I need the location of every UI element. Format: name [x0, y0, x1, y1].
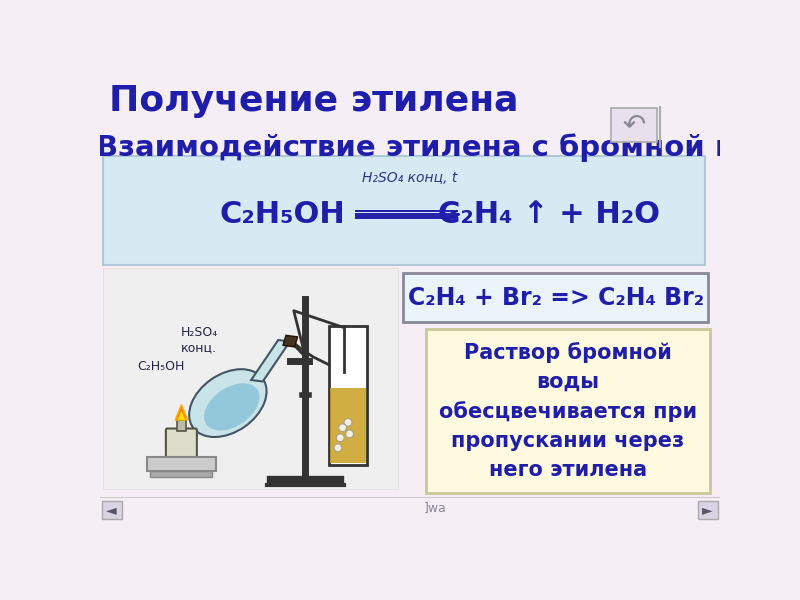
FancyBboxPatch shape: [698, 501, 718, 520]
Text: C₂H₄ + Br₂ => C₂H₄ Br₂: C₂H₄ + Br₂ => C₂H₄ Br₂: [408, 286, 704, 310]
Text: Получение этилена: Получение этилена: [110, 84, 518, 118]
Text: C₂H₅OH: C₂H₅OH: [137, 359, 184, 373]
Circle shape: [336, 434, 344, 442]
Circle shape: [338, 424, 346, 431]
Circle shape: [344, 419, 352, 426]
Text: ►: ►: [702, 503, 713, 517]
Polygon shape: [283, 335, 298, 347]
Text: C₂H₅OH: C₂H₅OH: [219, 200, 345, 229]
FancyBboxPatch shape: [102, 501, 122, 520]
Ellipse shape: [204, 383, 259, 431]
Bar: [150, 471, 212, 477]
Text: C₂H₄ ↑ + H₂O: C₂H₄ ↑ + H₂O: [438, 200, 661, 229]
Ellipse shape: [189, 369, 266, 437]
Bar: [146, 457, 216, 471]
FancyBboxPatch shape: [610, 108, 658, 142]
FancyBboxPatch shape: [166, 428, 197, 458]
FancyBboxPatch shape: [103, 268, 398, 488]
Text: H₂SO₄ конц, t: H₂SO₄ конц, t: [362, 171, 458, 185]
Text: ]wa: ]wa: [424, 501, 447, 514]
Text: Взаимодействие этилена с бромной водой: Взаимодействие этилена с бромной водой: [96, 133, 800, 162]
Polygon shape: [178, 411, 186, 420]
Text: H₂SO₄
конц.: H₂SO₄ конц.: [181, 326, 218, 354]
Circle shape: [334, 444, 342, 452]
Bar: [177, 420, 186, 431]
Polygon shape: [329, 326, 367, 464]
Text: ◄: ◄: [106, 503, 117, 517]
FancyBboxPatch shape: [426, 329, 710, 493]
Polygon shape: [175, 404, 187, 420]
FancyBboxPatch shape: [403, 273, 708, 322]
Bar: [330, 388, 366, 463]
Text: ↶: ↶: [622, 111, 646, 139]
Circle shape: [346, 430, 354, 438]
Text: Раствор бромной
воды
обесцвечивается при
пропускании через
него этилена: Раствор бромной воды обесцвечивается при…: [439, 343, 697, 480]
Polygon shape: [251, 340, 290, 382]
FancyBboxPatch shape: [103, 156, 706, 265]
